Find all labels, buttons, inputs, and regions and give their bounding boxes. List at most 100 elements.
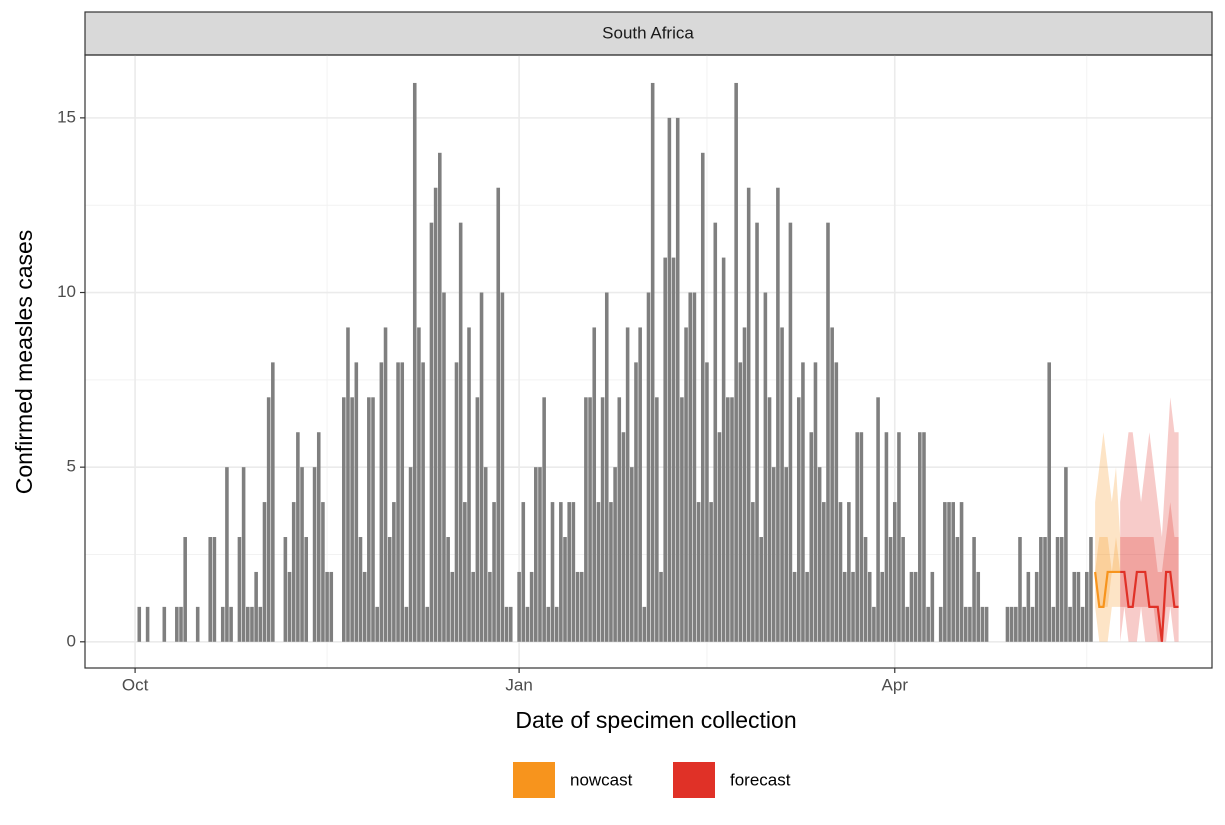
bar xyxy=(951,502,955,642)
bar xyxy=(266,397,271,642)
bar xyxy=(479,292,484,642)
bar xyxy=(575,571,580,642)
bar xyxy=(655,397,659,642)
facet-label: South Africa xyxy=(602,23,694,42)
bar xyxy=(362,571,367,642)
bar xyxy=(379,362,384,642)
bar xyxy=(237,537,242,642)
bar xyxy=(471,571,475,642)
bar xyxy=(880,571,885,642)
bar xyxy=(621,432,626,642)
bar xyxy=(316,432,321,642)
bar xyxy=(963,606,968,642)
bar xyxy=(613,467,617,642)
bar xyxy=(688,292,693,642)
bar xyxy=(538,467,542,642)
bar xyxy=(600,397,605,642)
bar xyxy=(383,327,388,642)
bar xyxy=(751,502,755,642)
bar xyxy=(571,502,576,642)
bar xyxy=(358,537,363,642)
bar xyxy=(859,432,864,642)
bar xyxy=(400,362,405,642)
bar xyxy=(375,606,379,642)
bar xyxy=(483,467,488,642)
bar xyxy=(659,571,663,642)
bar xyxy=(504,606,509,642)
bar xyxy=(229,606,233,642)
bar xyxy=(325,571,329,642)
bar xyxy=(387,537,392,642)
bar xyxy=(346,327,350,642)
bar xyxy=(905,606,910,642)
bar xyxy=(220,606,225,642)
bar xyxy=(1034,571,1039,642)
bar xyxy=(650,82,655,642)
bar xyxy=(404,606,409,642)
bar xyxy=(137,606,142,642)
bar xyxy=(442,292,446,642)
bar xyxy=(300,467,304,642)
bar xyxy=(525,606,530,642)
bar xyxy=(680,397,684,642)
bar xyxy=(609,502,613,642)
bar xyxy=(938,606,943,642)
bar xyxy=(450,571,455,642)
bar xyxy=(179,606,183,642)
bar xyxy=(1051,606,1056,642)
bar xyxy=(254,571,258,642)
bar xyxy=(1043,537,1047,642)
bar xyxy=(446,537,450,642)
bar xyxy=(412,82,417,642)
bar xyxy=(742,327,747,642)
legend: nowcast forecast xyxy=(513,762,791,798)
legend-swatch xyxy=(673,762,715,798)
panel-border xyxy=(84,54,1213,669)
bar xyxy=(730,397,734,642)
bar xyxy=(976,571,981,642)
bar xyxy=(759,537,763,642)
bar xyxy=(175,606,179,642)
bar xyxy=(287,571,292,642)
bar xyxy=(755,222,759,642)
bar xyxy=(521,502,526,642)
bar xyxy=(922,432,926,642)
bar xyxy=(709,502,713,642)
bar xyxy=(329,571,334,642)
bar xyxy=(788,222,793,642)
bar xyxy=(1055,537,1060,642)
bar xyxy=(696,502,701,642)
bar xyxy=(796,397,801,642)
legend-label: nowcast xyxy=(570,770,633,789)
bar xyxy=(554,606,559,642)
x-tick-label: Oct xyxy=(122,675,149,694)
bar xyxy=(738,362,743,642)
bar xyxy=(930,571,935,642)
bar xyxy=(888,537,893,642)
bar xyxy=(972,537,976,642)
bar xyxy=(855,432,859,642)
bar xyxy=(1089,537,1093,642)
bar xyxy=(1084,571,1089,642)
bar xyxy=(834,362,839,642)
bar xyxy=(250,606,254,642)
facet-strip xyxy=(84,11,1213,56)
bar xyxy=(241,467,246,642)
bar xyxy=(801,362,805,642)
bar xyxy=(1076,571,1081,642)
bar xyxy=(145,606,150,642)
bar xyxy=(663,257,667,642)
bar xyxy=(926,606,930,642)
bar xyxy=(1068,606,1072,642)
bar xyxy=(212,537,217,642)
bar xyxy=(813,362,818,642)
y-tick-label: 5 xyxy=(67,457,76,476)
bar xyxy=(726,397,730,642)
bar xyxy=(367,397,371,642)
bar xyxy=(588,397,592,642)
bar xyxy=(246,606,250,642)
bar xyxy=(792,571,797,642)
bar xyxy=(634,362,638,642)
bar xyxy=(817,467,822,642)
